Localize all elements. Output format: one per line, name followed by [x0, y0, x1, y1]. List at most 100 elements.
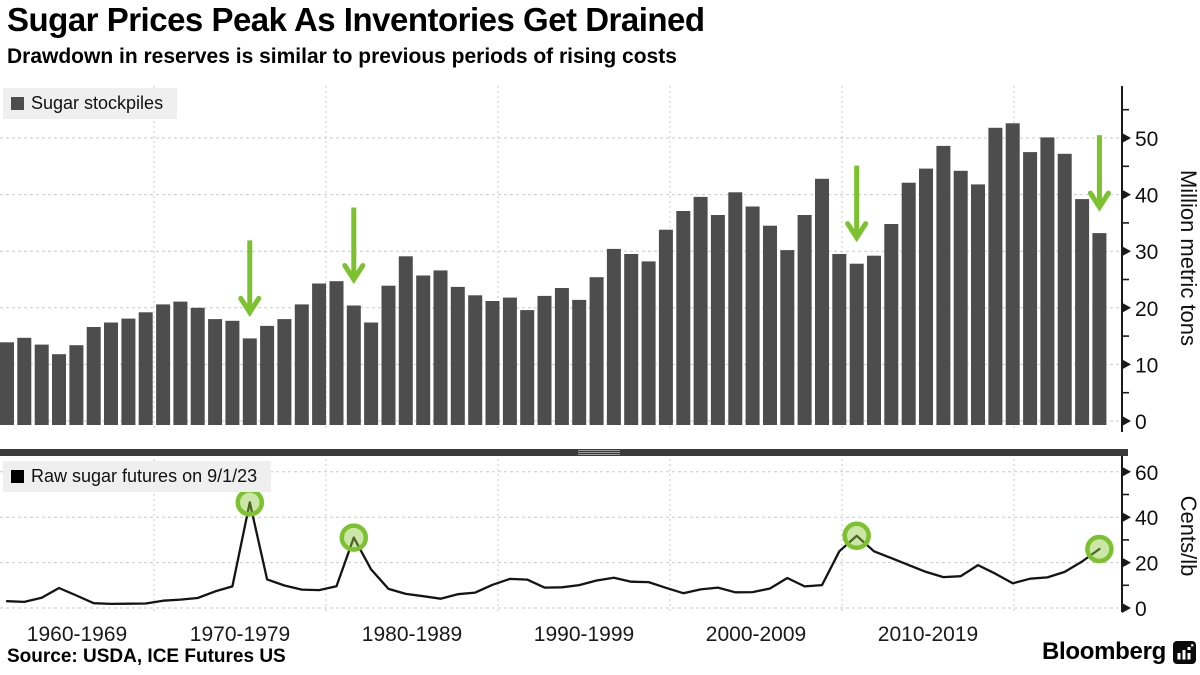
- stockpile-bar: [138, 312, 153, 425]
- y-axis-title-top: Million metric tons: [1176, 170, 1200, 346]
- y-tick-arrow-icon: [1122, 133, 1131, 143]
- stockpile-bar: [1092, 233, 1107, 425]
- stockpile-bar: [52, 354, 66, 425]
- x-axis-label: 2010-2019: [878, 623, 978, 646]
- stockpile-bar: [676, 211, 691, 425]
- y-tick-arrow-icon: [1122, 603, 1131, 613]
- stockpile-bar: [641, 261, 656, 425]
- price-peak-marker: [1085, 534, 1114, 564]
- x-axis-label: 1960-1969: [27, 623, 127, 646]
- stockpile-bar: [1057, 153, 1072, 426]
- stockpile-bar: [364, 322, 379, 425]
- stockpile-bar: [502, 297, 517, 425]
- stockpile-bar: [1005, 123, 1020, 426]
- y-tick-arrow-icon: [1122, 359, 1131, 370]
- stockpile-bar: [867, 255, 881, 425]
- stockpile-bar: [710, 215, 725, 425]
- price-peak-marker: [339, 523, 369, 552]
- stockpile-bar: [919, 168, 933, 425]
- stockpile-bar: [156, 304, 171, 425]
- stockpile-bar: [936, 145, 951, 425]
- y-tick-arrow-icon: [1122, 416, 1131, 426]
- stockpile-bar: [589, 277, 604, 425]
- drawdown-arrow-icon: [1087, 190, 1111, 212]
- stockpile-bar: [797, 215, 812, 425]
- price-peak-marker: [842, 521, 871, 551]
- stockpile-bar: [554, 288, 569, 425]
- stockpile-bar: [173, 301, 188, 425]
- stockpile-bar: [1075, 199, 1090, 425]
- stockpile-bar: [225, 320, 240, 425]
- stockpile-bar: [658, 229, 673, 425]
- y-tick-label: 0: [1135, 411, 1147, 434]
- stockpile-bar: [277, 319, 292, 425]
- stockpile-bar: [901, 182, 916, 425]
- y-tick-label: 40: [1135, 185, 1158, 208]
- stockpile-bar: [17, 337, 32, 425]
- y-tick-arrow-icon: [1122, 512, 1131, 523]
- stockpile-bar: [416, 275, 431, 425]
- panel-divider[interactable]: [0, 449, 1128, 456]
- x-axis-label: 1980-1989: [362, 623, 462, 646]
- y-tick-arrow-icon: [1122, 466, 1131, 477]
- y-tick-arrow-icon: [1122, 302, 1131, 313]
- y-tick-arrow-icon: [1122, 557, 1131, 568]
- stockpile-bar: [884, 224, 899, 425]
- drawdown-arrow-icon: [238, 295, 262, 317]
- stockpile-bar: [34, 344, 49, 425]
- drawdown-arrow-icon: [845, 221, 869, 243]
- stockpile-bar: [450, 286, 465, 425]
- y-tick-label: 60: [1135, 462, 1158, 485]
- stockpile-bar: [381, 285, 396, 425]
- legend-stockpiles-label: Sugar stockpiles: [31, 93, 164, 113]
- stockpile-bar: [398, 256, 413, 425]
- stockpile-bar: [745, 206, 760, 425]
- stockpile-bar: [69, 345, 84, 425]
- stockpile-bar: [242, 338, 257, 425]
- stockpile-bar: [433, 270, 448, 425]
- y-tick-arrow-icon: [1122, 246, 1131, 257]
- y-tick-label: 0: [1135, 598, 1147, 621]
- stockpile-bar: [485, 301, 500, 425]
- stockpile-bar: [86, 327, 101, 425]
- stockpile-bar: [606, 248, 621, 425]
- stockpile-bar: [971, 184, 985, 425]
- x-axis-label: 2000-2009: [706, 623, 806, 646]
- legend-futures-label: Raw sugar futures on 9/1/23: [31, 466, 258, 486]
- stockpile-bar: [815, 178, 829, 425]
- stockpile-bar: [1040, 137, 1055, 425]
- legend-swatch-icon: [11, 470, 24, 483]
- stockpile-bar: [953, 170, 968, 425]
- stockpile-bar: [624, 254, 639, 425]
- stockpile-bar: [104, 322, 118, 425]
- x-axis-label: 1990-1999: [534, 623, 634, 646]
- y-tick-label: 30: [1135, 241, 1158, 264]
- stockpile-bar: [520, 310, 535, 425]
- stockpile-bar: [121, 318, 136, 425]
- stockpile-bar: [832, 254, 847, 425]
- stockpile-bar: [849, 263, 864, 425]
- source-note: Source: USDA, ICE Futures US: [7, 646, 286, 667]
- price-peak-marker: [235, 488, 265, 517]
- stockpile-bar: [329, 281, 344, 425]
- drawdown-arrow-icon: [342, 263, 366, 285]
- chart-title: Sugar Prices Peak As Inventories Get Dra…: [7, 1, 705, 38]
- stockpile-bar: [260, 325, 275, 425]
- stockpile-bar: [693, 196, 708, 425]
- y-tick-label: 10: [1135, 354, 1158, 377]
- stockpile-bar: [468, 295, 483, 425]
- stockpile-bar: [1023, 152, 1038, 425]
- stockpile-bar: [780, 250, 795, 425]
- y-tick-arrow-icon: [1122, 189, 1131, 200]
- stockpile-bar: [763, 225, 777, 425]
- bloomberg-terminal-icon: [1172, 640, 1196, 664]
- stockpile-bar: [208, 319, 223, 425]
- stockpile-bar: [988, 127, 1003, 426]
- divider-grip-icon[interactable]: [578, 450, 620, 455]
- y-tick-label: 20: [1135, 553, 1158, 576]
- stockpile-bar: [728, 192, 743, 425]
- stockpile-bar: [346, 305, 361, 425]
- legend-swatch-icon: [11, 97, 24, 110]
